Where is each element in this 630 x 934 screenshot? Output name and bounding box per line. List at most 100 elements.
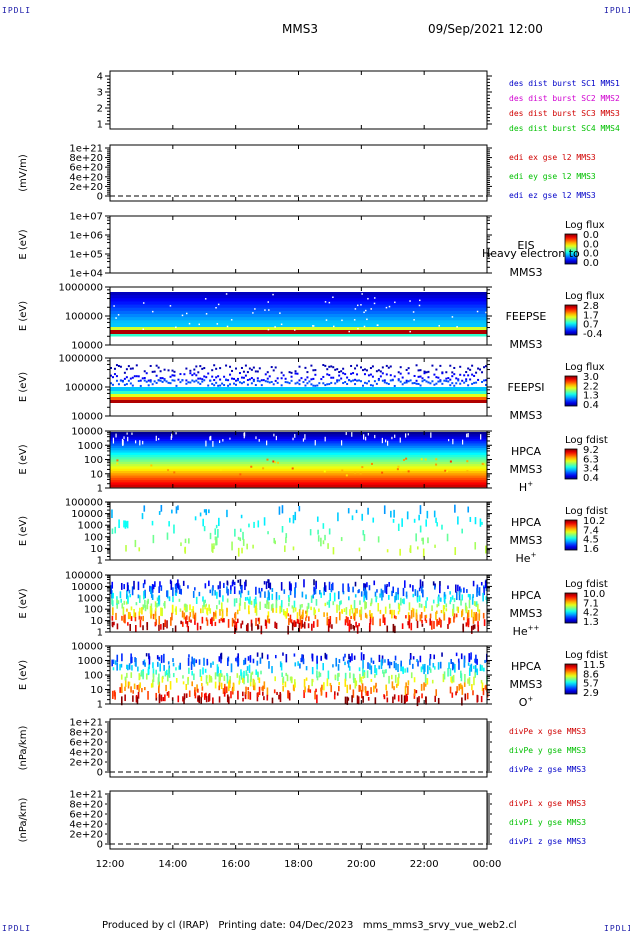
heatmap-cell — [226, 658, 229, 666]
y-axis-label: E (eV) — [18, 444, 29, 474]
heatmap-cell — [348, 379, 351, 382]
heatmap-cell — [141, 688, 143, 693]
heatmap-cell — [338, 672, 340, 677]
heatmap-cell — [153, 380, 156, 383]
heatmap-cell — [431, 620, 433, 630]
heatmap-cell — [361, 384, 364, 387]
heatmap-cell — [237, 653, 240, 659]
heatmap-cell — [226, 674, 229, 684]
heatmap-cell — [158, 615, 161, 625]
heatmap-cell — [114, 692, 116, 700]
heatmap-cell — [397, 465, 400, 468]
heatmap-cell — [145, 372, 148, 375]
heatmap-cell — [144, 589, 146, 599]
y-tick-label: 1 — [97, 556, 103, 567]
heatmap-cell — [474, 658, 476, 663]
heatmap-cell — [348, 619, 351, 626]
heatmap-cell — [256, 660, 259, 666]
heatmap-cell — [121, 653, 123, 662]
heatmap-cell — [322, 540, 325, 545]
heatmap-cell — [463, 662, 466, 668]
heatmap-cell — [369, 373, 372, 376]
heatmap-cell — [454, 547, 457, 556]
heatmap-cell — [110, 295, 487, 299]
heatmap-cell — [318, 671, 320, 678]
heatmap-cell — [185, 382, 188, 385]
heatmap-cell — [168, 521, 170, 527]
heatmap-cell — [130, 616, 133, 621]
heatmap-cell — [223, 618, 225, 623]
heatmap-cell — [349, 609, 351, 616]
heatmap-cell — [467, 609, 470, 618]
colorbar-tick-label: 0.7 — [583, 320, 599, 331]
heatmap-cell — [266, 600, 268, 609]
heatmap-cell — [459, 586, 461, 592]
heatmap-cell — [389, 379, 392, 382]
heatmap-cell — [478, 587, 481, 596]
heatmap-cell — [323, 682, 325, 691]
heatmap-cell — [140, 672, 143, 677]
heatmap-cell — [451, 375, 454, 378]
heatmap-cell — [177, 695, 180, 703]
heatmap-cell — [362, 696, 364, 703]
heatmap-cell — [461, 379, 464, 382]
heatmap-cell — [445, 377, 448, 380]
heatmap-cell — [182, 580, 185, 586]
heatmap-cell — [150, 683, 153, 688]
heatmap-cell — [226, 608, 228, 613]
heatmap-cell — [410, 622, 413, 631]
heatmap-cell — [209, 532, 212, 540]
colorbar-title: Log fdist — [565, 435, 608, 446]
heatmap-cell — [130, 686, 132, 693]
heatmap-cell — [415, 382, 418, 385]
heatmap-cell — [318, 608, 320, 612]
x-tick-label: 16:00 — [221, 859, 250, 870]
heatmap-cell — [244, 601, 246, 610]
heatmap-cell — [403, 695, 406, 705]
heatmap-cell — [351, 695, 353, 703]
heatmap-cell — [192, 610, 195, 619]
heatmap-cell — [243, 433, 245, 436]
y-tick-label: 1000000 — [58, 354, 103, 365]
heatmap-cell — [110, 457, 487, 460]
heatmap-cell — [304, 366, 307, 369]
heatmap-cell — [223, 691, 226, 697]
heatmap-cell — [207, 384, 210, 387]
heatmap-cell — [171, 379, 174, 382]
heatmap-cell — [119, 591, 122, 599]
heatmap-cell — [130, 656, 133, 663]
heatmap-cell — [221, 613, 224, 622]
heatmap-cell — [294, 433, 296, 438]
heatmap-cell — [254, 596, 257, 600]
heatmap-cell — [183, 693, 186, 700]
heatmap-cell — [287, 613, 290, 617]
heatmap-cell — [425, 600, 427, 609]
heatmap-cell — [409, 379, 412, 382]
heatmap-cell — [110, 441, 487, 444]
heatmap-cell — [240, 514, 243, 519]
heatmap-cell — [271, 697, 274, 704]
heatmap-cell — [372, 660, 375, 664]
heatmap-cell — [425, 380, 428, 383]
heatmap-cell — [243, 659, 245, 666]
heatmap-cell — [411, 382, 414, 385]
heatmap-cell — [385, 382, 388, 385]
heatmap-cell — [145, 380, 148, 383]
heatmap-cell — [412, 585, 414, 592]
heatmap-cell — [316, 670, 318, 678]
heatmap-cell — [158, 624, 160, 631]
heatmap-cell — [401, 518, 403, 527]
heatmap-cell — [215, 367, 218, 370]
heatmap-cell — [359, 600, 361, 605]
heatmap-cell — [256, 370, 259, 373]
heatmap-cell — [393, 615, 396, 619]
heatmap-cell — [192, 606, 195, 615]
heatmap-cell — [121, 615, 123, 621]
heatmap-cell — [210, 662, 212, 668]
heatmap-cell — [201, 378, 204, 381]
heatmap-cell — [142, 328, 145, 330]
heatmap-cell — [266, 694, 269, 701]
heatmap-cell — [179, 662, 182, 670]
heatmap-cell — [422, 548, 425, 558]
heatmap-cell — [475, 654, 477, 664]
